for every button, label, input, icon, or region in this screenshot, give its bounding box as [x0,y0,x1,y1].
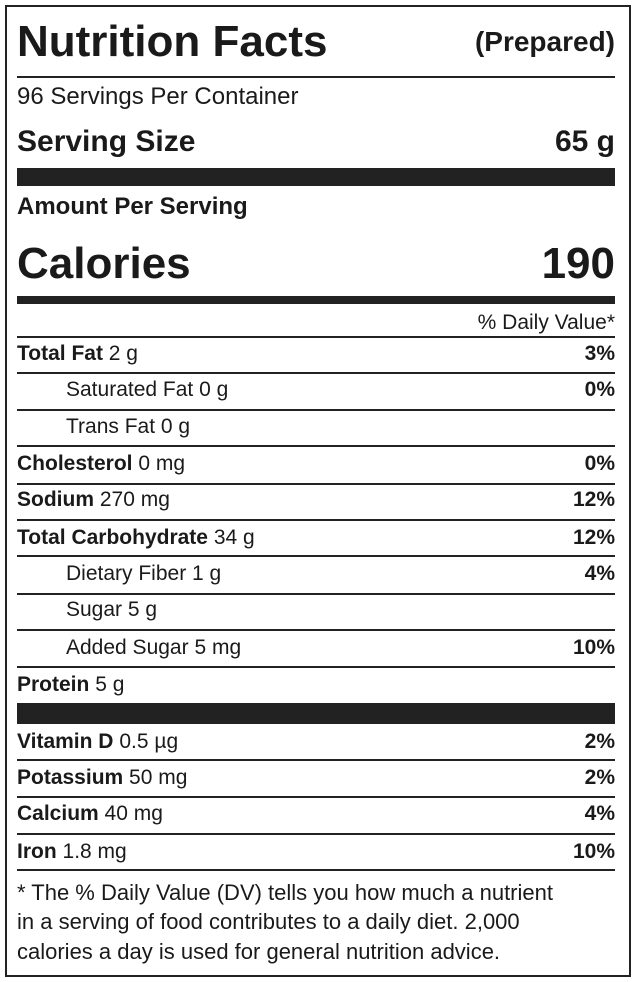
nutrient: Cholesterol 0 mg [17,453,185,474]
rule [17,445,615,447]
calories-value: 190 [541,239,615,288]
thick-rule [17,296,615,304]
thick-bar [17,703,615,724]
nutrient: Dietary Fiber 1 g [66,563,221,584]
nutrient: Total Fat 2 g [17,343,138,364]
rule [17,483,615,485]
nutrient-name: Vitamin D [17,730,114,753]
rule [17,409,615,411]
subtitle: (Prepared) [474,26,615,57]
daily-value: 10% [572,636,615,659]
thick-bar [17,168,615,186]
daily-value: 10% [572,840,615,863]
nutrient-amount: 5 g [127,598,158,621]
nutrient: Potassium 50 mg [17,767,187,788]
nutrient-amount: 5 g [95,673,125,696]
rule [17,519,615,521]
nutrient: Iron 1.8 mg [17,841,127,862]
rule [17,796,615,798]
footnote: in a serving of food contributes to a da… [17,909,520,934]
daily-value: 12% [572,488,615,511]
daily-value: 12% [572,526,615,549]
servings: 96 Servings Per Container [17,83,299,110]
daily-value: 2% [584,730,615,753]
nutrient-name: Dietary Fiber [66,562,187,585]
nutrient-amount: 270 mg [99,488,170,511]
nutrient-amount: 0 mg [138,452,186,475]
label-border [5,5,631,977]
nutrient-amount: 0.5 µg [119,730,179,753]
rule [17,759,615,761]
rule [17,76,615,78]
amount-per-serving: Amount Per Serving [17,193,248,220]
rule [17,833,615,835]
nutrient-name: Cholesterol [17,452,133,475]
nutrient-amount: 5 mg [194,636,242,659]
footnote: * The % Daily Value (DV) tells you how m… [17,880,553,905]
rule [17,336,615,338]
nutrient-name: Calcium [17,802,99,825]
nutrient: Protein 5 g [17,674,124,695]
rule [17,593,615,595]
nutrient-name: Sodium [17,488,94,511]
footnote: calories a day is used for general nutri… [17,939,501,964]
daily-value-header: % Daily Value* [477,311,615,334]
nutrient: Calcium 40 mg [17,803,163,824]
nutrient-amount: 1.8 mg [62,840,127,863]
nutrient-name: Protein [17,673,90,696]
nutrient-name: Sugar [66,598,123,621]
nutrient-name: Iron [17,840,57,863]
nutrient-amount: 0 g [199,378,229,401]
nutrient-name: Added Sugar [66,636,189,659]
nutrient: Total Carbohydrate 34 g [17,527,255,548]
rule [17,666,615,668]
nutrient: Saturated Fat 0 g [66,379,228,400]
title: Nutrition Facts [17,17,328,66]
rule [17,629,615,631]
rule [17,372,615,374]
serving-size-label: Serving Size [17,125,196,158]
nutrient-amount: 34 g [213,526,255,549]
nutrient: Trans Fat 0 g [66,416,190,437]
daily-value: 0% [584,452,615,475]
nutrient: Sodium 270 mg [17,489,170,510]
nutrient-name: Total Carbohydrate [17,526,208,549]
rule [17,869,615,871]
serving-size-value: 65 g [554,125,615,158]
daily-value: 4% [584,802,615,825]
nutrient-amount: 50 mg [129,766,188,789]
daily-value: 4% [584,562,615,585]
daily-value: 2% [584,766,615,789]
nutrient-name: Total Fat [17,342,103,365]
nutrient-amount: 1 g [192,562,222,585]
daily-value: 0% [584,378,615,401]
nutrient-name: Trans Fat [66,415,156,438]
nutrient-amount: 0 g [160,415,191,438]
rule [17,555,615,557]
nutrient-amount: 40 mg [104,802,163,825]
calories-label: Calories [17,239,191,288]
nutrient-amount: 2 g [108,342,138,365]
nutrient-name: Potassium [17,766,124,789]
daily-value: 3% [584,342,615,365]
nutrient: Vitamin D 0.5 µg [17,731,178,752]
nutrient-name: Saturated Fat [66,378,194,401]
nutrient: Added Sugar 5 mg [66,637,241,658]
nutrient: Sugar 5 g [66,599,157,620]
